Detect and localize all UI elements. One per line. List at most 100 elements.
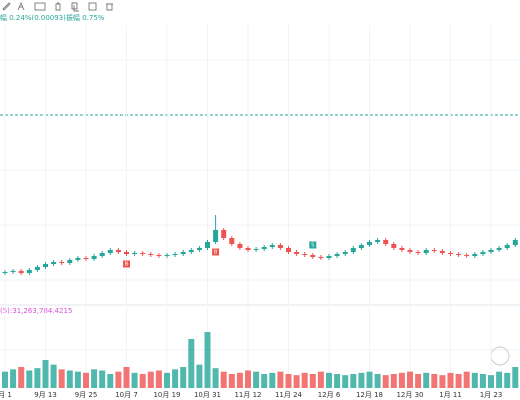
trade-marker-label: B	[125, 262, 129, 268]
x-tick-label: 10月 19	[153, 391, 180, 399]
candle-body	[286, 248, 291, 252]
volume-bar	[261, 374, 268, 388]
volume-bar	[431, 374, 438, 388]
candle-body	[99, 253, 105, 256]
candle-body	[496, 248, 502, 250]
candle-body	[172, 254, 178, 255]
volume-bar	[188, 339, 195, 388]
toolbar	[2, 1, 113, 12]
volume-bar	[50, 364, 57, 388]
candle-body	[310, 255, 316, 257]
volume-bar	[18, 367, 25, 388]
volume-bar	[488, 375, 494, 388]
candle-body	[253, 249, 259, 250]
volume-bar	[196, 364, 203, 388]
candle-body	[164, 255, 170, 256]
volume-bar	[398, 372, 405, 388]
volume-bar	[512, 367, 519, 388]
save-icon[interactable]	[88, 2, 97, 11]
volume-bar	[131, 372, 138, 388]
pencil-icon[interactable]	[2, 2, 11, 11]
volume-bar	[74, 371, 81, 388]
clone-icon[interactable]	[71, 2, 79, 12]
volume-bar	[366, 371, 373, 388]
candle-body	[237, 244, 243, 248]
x-tick-label: 12月 18	[356, 391, 383, 399]
x-tick-label: 9月 25	[75, 391, 98, 399]
volume-bar	[455, 374, 462, 388]
candle-body	[350, 248, 356, 252]
candle-body	[59, 262, 65, 263]
candle-body	[10, 271, 16, 272]
delete-icon[interactable]	[106, 3, 113, 11]
volume-bar	[334, 374, 341, 388]
volume-bar	[164, 372, 170, 388]
volume-bar	[285, 374, 292, 388]
candle-body	[448, 253, 453, 254]
volume-bar	[83, 372, 89, 388]
volume-bar	[382, 375, 389, 388]
measure-icon[interactable]	[34, 2, 46, 11]
volume-bar	[155, 370, 162, 388]
volume-bar	[180, 367, 187, 388]
candle-body	[91, 256, 97, 259]
candle-body	[2, 272, 8, 273]
trade-marker	[309, 241, 317, 249]
volume-bar	[447, 372, 454, 388]
x-tick-label: 1月 23	[480, 391, 503, 399]
candle-body	[334, 254, 340, 256]
volume-bar	[471, 372, 478, 388]
candle-body	[277, 245, 283, 248]
candle-body	[43, 264, 48, 267]
volume-bar	[42, 360, 49, 388]
candle-body	[26, 270, 32, 273]
candle-body	[375, 240, 381, 242]
volume-bar	[326, 372, 332, 388]
volume-bar	[350, 374, 357, 388]
volume-bar	[34, 368, 41, 388]
volume-bar	[415, 374, 422, 388]
candle-body	[488, 250, 494, 252]
volume-bar	[407, 371, 413, 388]
volume-bar	[2, 371, 8, 388]
volume-bar	[374, 374, 381, 388]
candle-body	[399, 248, 405, 250]
volume-bar	[423, 372, 430, 388]
volume-bar	[463, 371, 470, 388]
candle-body	[67, 260, 73, 263]
candle-body	[480, 252, 486, 254]
candle-body	[439, 251, 445, 253]
candle-body	[75, 258, 81, 260]
volume-bar	[147, 371, 154, 388]
candle-body	[512, 240, 518, 245]
candle-body	[245, 248, 251, 250]
candle-body	[358, 245, 364, 248]
volume-bar	[317, 371, 324, 388]
volume-bar	[245, 370, 251, 388]
trade-marker-label: B	[214, 250, 218, 256]
candle-body	[107, 250, 113, 253]
candle-body	[196, 248, 202, 250]
pattern-icon[interactable]	[17, 1, 25, 11]
x-tick-label: 9月 13	[34, 391, 57, 399]
candle-body	[407, 250, 413, 252]
candle-body	[415, 252, 421, 253]
candle-body	[423, 250, 429, 253]
trade-marker-label: S	[311, 243, 314, 249]
volume-bar	[301, 372, 308, 388]
x-tick-label: 10月 31	[194, 391, 221, 399]
candle-body	[391, 244, 397, 248]
volume-bar	[269, 372, 276, 388]
candle-body	[18, 271, 24, 273]
candle-body	[156, 255, 162, 256]
candle-body	[456, 254, 462, 255]
x-tick-label: 11月 12	[234, 391, 261, 399]
candle-body	[140, 253, 146, 254]
volume-bar	[236, 372, 243, 388]
candle-body	[188, 250, 194, 252]
lock-icon[interactable]	[55, 2, 61, 11]
volume-bar	[204, 332, 211, 388]
x-tick-label: 12月 30	[396, 391, 423, 399]
candle-body	[148, 254, 154, 255]
